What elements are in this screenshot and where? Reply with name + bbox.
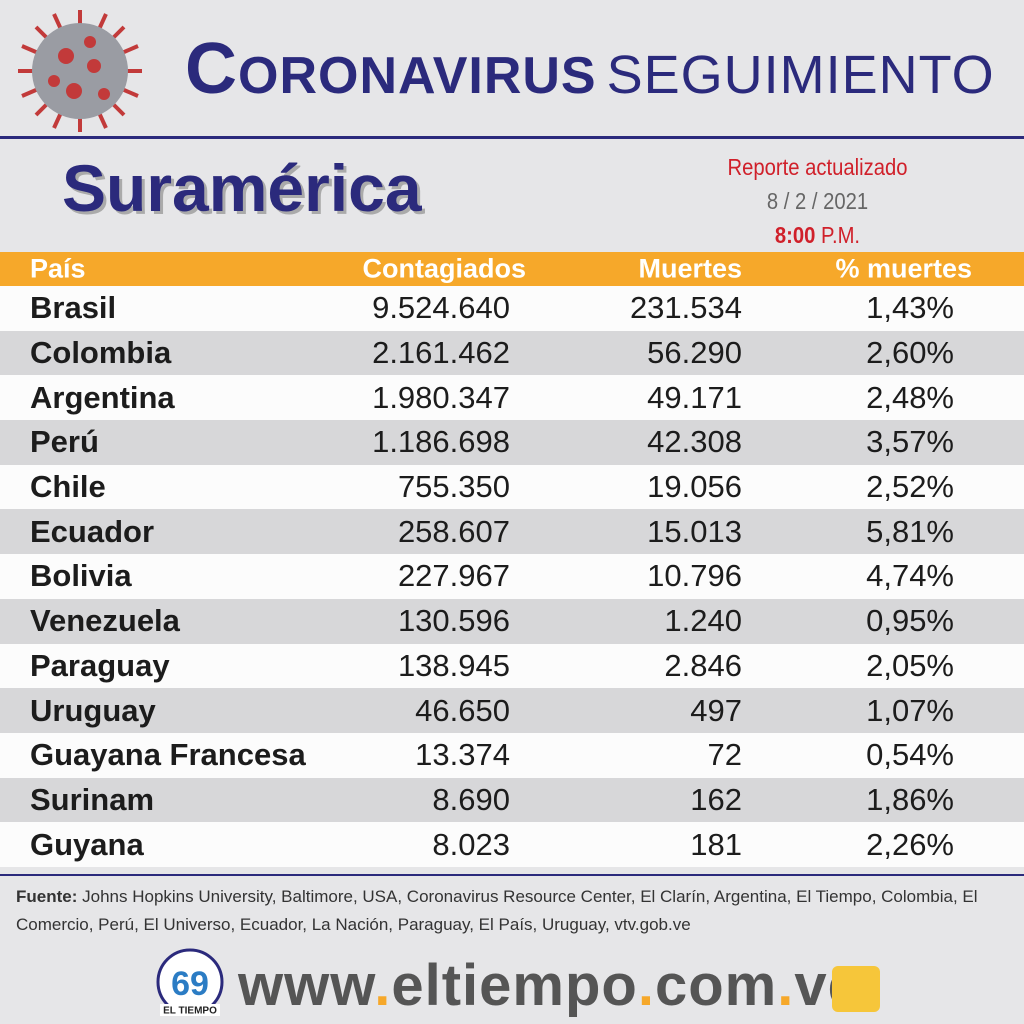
cell-value: 56.290	[647, 335, 742, 371]
country: Argentina	[30, 379, 175, 415]
url-part: www	[238, 953, 375, 1018]
cell-value: 258.607	[397, 513, 510, 549]
click-icon	[832, 966, 880, 1012]
cell-value: 755.350	[397, 469, 510, 505]
cell-value: 1.980.347	[372, 379, 510, 415]
country: Colombia	[30, 335, 172, 371]
cell-value: 1,86%	[866, 781, 954, 817]
report-time: 8:00 P.M.	[705, 218, 929, 252]
country: Paraguay	[30, 647, 170, 683]
url-dot: .	[637, 953, 655, 1018]
cell-value: 5,81%	[866, 513, 954, 549]
table-row: Ecuador 258.607 15.013 5,81%	[0, 509, 1024, 555]
country: Guayana Francesa	[30, 737, 306, 773]
table-row: Paraguay 138.945 2.846 2,05%	[0, 643, 1024, 689]
logo-text: EL TIEMPO	[163, 1006, 217, 1017]
column-header: % muertes	[835, 253, 972, 284]
divider	[0, 136, 1024, 139]
cell-value: 19.056	[647, 469, 742, 505]
virus-icon	[18, 10, 142, 132]
website[interactable]: www.eltiempo.com.ve	[238, 952, 861, 1019]
title-sub: SEGUIMIENTO	[606, 45, 995, 105]
source-text: Johns Hopkins University, Baltimore, USA…	[16, 887, 978, 934]
report-date: 8 / 2 / 2021	[766, 188, 869, 214]
title-main: CORONAVIRUS	[185, 29, 597, 109]
table-row: Guayana Francesa 13.374 72 0,54%	[0, 732, 1024, 778]
table-row: Colombia 2.161.462 56.290 2,60%	[0, 330, 1024, 376]
period: P.M.	[821, 222, 861, 248]
cell-value: 49.171	[647, 379, 742, 415]
cell-value: 8.690	[432, 781, 510, 817]
column-header: Muertes	[638, 253, 742, 284]
cell-value: 130.596	[397, 603, 510, 639]
country: Venezuela	[30, 603, 180, 639]
url-dot: .	[374, 953, 392, 1018]
url-part: com	[654, 953, 778, 1018]
country: Surinam	[30, 781, 155, 817]
cell-value: 4,74%	[866, 558, 954, 594]
cell-value: 9.524.640	[372, 290, 510, 326]
table-row: Surinam 8.690 162 1,86%	[0, 777, 1024, 823]
table-header: País Contagiados Muertes % muertes	[0, 252, 1024, 286]
report-label: Reporte actualizado	[727, 154, 908, 180]
url-part: eltiempo	[391, 953, 638, 1018]
cell-value: 72	[707, 737, 742, 773]
cell-value: 46.650	[415, 692, 510, 728]
country: Bolivia	[30, 558, 132, 594]
table: País Contagiados Muertes % muertes Brasil 9.5…	[0, 252, 1024, 867]
title: CORONAVIRUS SEGUIMIENTO	[185, 28, 995, 110]
region-title: Suramérica	[62, 151, 422, 225]
column-header: Contagiados	[362, 253, 526, 284]
divider	[0, 874, 1024, 876]
cell-value: 2.846	[664, 647, 742, 683]
cell-value: 497	[690, 692, 742, 728]
country: Perú	[30, 424, 99, 460]
time: 8:00	[774, 222, 816, 248]
cell-value: 2,48%	[866, 379, 954, 415]
cell-value: 0,95%	[866, 603, 954, 639]
cell-value: 1,07%	[866, 692, 954, 728]
table-row: Uruguay 46.650 497 1,07%	[0, 688, 1024, 733]
cell-value: 0,54%	[866, 737, 954, 773]
cell-value: 227.967	[397, 558, 510, 594]
logo-number: 69	[171, 965, 209, 1003]
cell-value: 8.023	[432, 826, 510, 862]
table-row: Guyana 8.023 181 2,26%	[0, 822, 1024, 867]
cell-value: 181	[690, 826, 742, 862]
cell-value: 15.013	[647, 513, 742, 549]
table-row: Perú 1.186.698 42.308 3,57%	[0, 420, 1024, 465]
url-dot: .	[777, 953, 795, 1018]
table-row: Brasil 9.524.640 231.534 1,43%	[0, 286, 1024, 331]
cell-value: 2,52%	[866, 469, 954, 505]
cell-value: 2.161.462	[372, 335, 510, 371]
cell-value: 2,05%	[866, 647, 954, 683]
country: Brasil	[30, 290, 117, 326]
report-info: Reporte actualizado 8 / 2 / 2021 8:00 P.…	[705, 150, 929, 252]
logo: 69 EL TIEMPO	[156, 948, 224, 1017]
cell-value: 13.374	[415, 737, 510, 773]
country: Uruguay	[30, 692, 156, 728]
cell-value: 162	[690, 781, 742, 817]
cell-value: 10.796	[647, 558, 742, 594]
country: Guyana	[30, 826, 144, 862]
source-label: Fuente:	[16, 887, 78, 906]
cell-value: 138.945	[397, 647, 510, 683]
cell-value: 2,60%	[866, 335, 954, 371]
cell-value: 3,57%	[866, 424, 954, 460]
table-row: Venezuela 130.596 1.240 0,95%	[0, 598, 1024, 644]
cell-value: 231.534	[629, 290, 742, 326]
country: Ecuador	[30, 513, 155, 549]
cell-value: 1,43%	[866, 290, 954, 326]
column-header: País	[30, 253, 86, 284]
table-row: Bolivia 227.967 10.796 4,74%	[0, 554, 1024, 599]
source: Fuente: Johns Hopkins University, Baltim…	[16, 883, 1016, 939]
cell-value: 42.308	[647, 424, 742, 460]
table-row: Chile 755.350 19.056 2,52%	[0, 464, 1024, 510]
cell-value: 2,26%	[866, 826, 954, 862]
country: Chile	[30, 469, 106, 505]
cell-value: 1.240	[664, 603, 742, 639]
table-row: Argentina 1.980.347 49.171 2,48%	[0, 375, 1024, 421]
cell-value: 1.186.698	[372, 424, 510, 460]
